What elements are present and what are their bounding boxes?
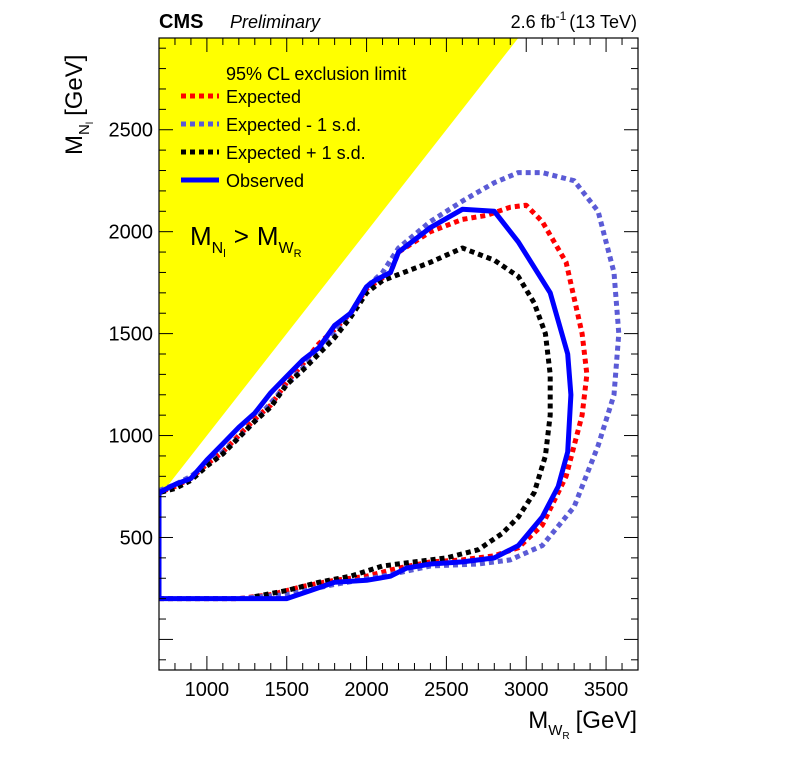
lumi-exponent: -1: [556, 9, 567, 23]
tick-layer: 1000 1500 2000 2500 3000 3500 500 1000 1500 2000 2…: [109, 38, 639, 701]
lumi-label: 2.6 fb-1 (13 TeV): [511, 9, 637, 32]
region-rhs: M: [257, 221, 279, 251]
x-tick-label: 1500: [264, 679, 309, 701]
y-tick-label: 1000: [109, 426, 154, 448]
legend: 95% CL exclusion limit Expected Expected …: [181, 64, 406, 191]
x-axis-sub: W: [548, 722, 563, 739]
legend-label: Expected + 1 s.d.: [226, 143, 366, 163]
y-tick-label: 2000: [109, 222, 154, 244]
legend-label: Expected - 1 s.d.: [226, 115, 361, 135]
experiment-label: CMS: [159, 11, 203, 33]
series-layer: [159, 170, 622, 602]
legend-label: Expected: [226, 87, 301, 107]
x-tick-label: 2000: [344, 679, 389, 701]
region-operator: >: [234, 221, 249, 251]
region-lhs: M: [190, 221, 212, 251]
series-line-4: [159, 206, 574, 602]
x-axis-subsub: R: [562, 731, 569, 742]
x-tick-label: 2500: [424, 679, 469, 701]
x-tick-label: 3000: [504, 679, 549, 701]
region-rhs-sub: W: [279, 240, 295, 257]
lumi-value: 2.6 fb: [511, 12, 556, 32]
x-tick-label: 1000: [185, 679, 230, 701]
x-tick-label: 3500: [584, 679, 629, 701]
series-line-1: [159, 202, 590, 602]
excluded-region: [159, 38, 519, 497]
y-tick-label: 1500: [109, 324, 154, 346]
x-axis-unit: [GeV]: [576, 707, 637, 734]
legend-title: 95% CL exclusion limit: [226, 64, 406, 84]
status-label: Preliminary: [230, 12, 321, 32]
y-tick-label: 500: [120, 527, 153, 549]
series-line-3: [159, 245, 553, 600]
y-axis-sub: N: [76, 124, 93, 135]
region-lhs-subsub: l: [223, 248, 225, 260]
region-rhs-subsub: R: [294, 248, 302, 260]
energy-label: (13 TeV): [569, 12, 637, 32]
y-tick-label: 2500: [109, 120, 154, 142]
y-axis-title: MNl [GeV]: [61, 55, 96, 155]
y-axis-subsub: l: [85, 122, 96, 124]
region-lhs-sub: N: [212, 240, 224, 257]
region-annotation: MNl> MWR: [190, 221, 302, 260]
y-axis-unit: [GeV]: [61, 55, 88, 116]
x-axis-title: MWR [GeV]: [528, 707, 637, 742]
y-axis-symbol: M: [61, 135, 88, 155]
legend-entries: Expected Expected - 1 s.d. Expected + 1 s.…: [181, 87, 366, 191]
x-axis-symbol: M: [528, 707, 548, 734]
legend-label: Observed: [226, 171, 304, 191]
